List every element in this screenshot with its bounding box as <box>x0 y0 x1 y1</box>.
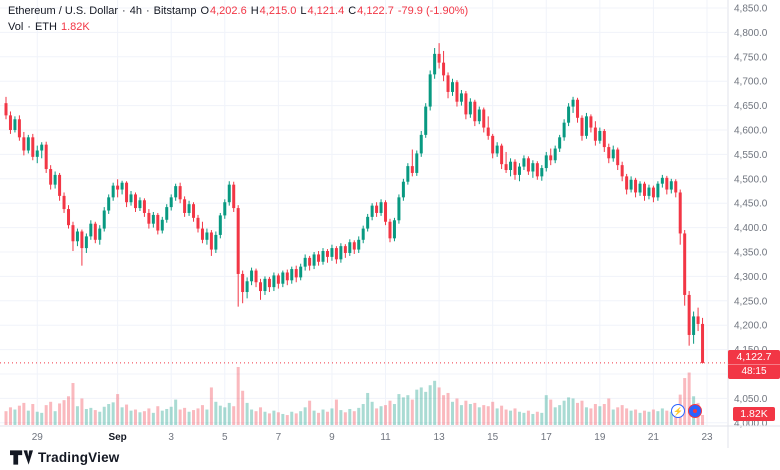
time-axis[interactable]: 29 Sep 3 5 7 9 11 13 15 17 19 21 23 <box>32 432 713 443</box>
price-tick-label: 4,650.0 <box>734 101 768 112</box>
price-tick-label: 4,250.0 <box>734 296 768 307</box>
legend-separator: · <box>27 21 31 33</box>
time-tick-label: 5 <box>222 432 228 443</box>
chart-event-icons: ⚡ <box>671 404 702 418</box>
price-tick-label: 4,600.0 <box>734 126 768 137</box>
last-price-value: 4,122.7 <box>736 350 772 363</box>
interval-label[interactable]: 4h <box>129 5 142 17</box>
symbol-legend[interactable]: Ethereum / U.S. Dollar · 4h · Bitstamp O… <box>8 5 468 17</box>
lightning-event-icon[interactable]: ⚡ <box>671 404 685 418</box>
tradingview-logo-text: TradingView <box>38 450 120 465</box>
tradingview-logo-mark <box>10 450 33 465</box>
ohlc-low: L 4,121.4 <box>300 5 345 17</box>
price-tick-label: 4,300.0 <box>734 272 768 283</box>
volume-value: 1.82K <box>60 21 90 33</box>
last-price-label: 4,122.7 48:15 <box>728 349 780 379</box>
time-tick-label: Sep <box>108 432 126 443</box>
ohlc-high: H 4,215.0 <box>250 5 297 17</box>
time-tick-label: 19 <box>594 432 606 443</box>
price-change: -79.9 (-1.90%) <box>397 5 469 17</box>
time-tick-label: 23 <box>701 432 713 443</box>
ohlc-open: O 4,202.6 <box>200 5 247 17</box>
price-tick-label: 4,400.0 <box>734 223 768 234</box>
candlestick-chart[interactable]: 4,000.04,050.04,100.04,150.04,200.04,250… <box>0 0 780 448</box>
volume-label: Vol <box>8 21 24 33</box>
legend-separator: · <box>145 5 150 17</box>
price-tick-label: 4,850.0 <box>734 4 768 15</box>
exchange-label: Bitstamp <box>153 5 197 17</box>
time-tick-label: 15 <box>487 432 499 443</box>
volume-unit: ETH <box>34 21 57 33</box>
candle-countdown: 48:15 <box>728 363 780 378</box>
legend-separator: · <box>122 5 126 17</box>
price-tick-label: 4,750.0 <box>734 52 768 63</box>
volume-bars <box>4 367 705 425</box>
price-tick-label: 4,800.0 <box>734 28 768 39</box>
price-tick-label: 4,500.0 <box>734 174 768 185</box>
time-tick-label: 3 <box>168 432 174 443</box>
volume-legend[interactable]: Vol · ETH 1.82K <box>8 21 90 33</box>
time-tick-label: 7 <box>276 432 282 443</box>
time-tick-label: 11 <box>380 432 391 443</box>
time-tick-label: 21 <box>648 432 660 443</box>
price-tick-label: 4,050.0 <box>734 394 768 405</box>
candles <box>4 43 705 364</box>
marker-event-icon[interactable] <box>688 404 702 418</box>
time-tick-label: 13 <box>434 432 446 443</box>
volume-axis-label: 1.82K <box>733 406 775 421</box>
price-tick-label: 4,550.0 <box>734 150 768 161</box>
time-tick-label: 17 <box>541 432 553 443</box>
time-tick-label: 9 <box>329 432 335 443</box>
symbol-name: Ethereum / U.S. Dollar <box>8 5 119 17</box>
price-tick-label: 4,450.0 <box>734 199 768 210</box>
price-tick-label: 4,350.0 <box>734 248 768 259</box>
ohlc-close: C 4,122.7 <box>348 5 394 17</box>
time-tick-label: 29 <box>32 432 44 443</box>
price-tick-label: 4,000.0 <box>734 418 768 429</box>
price-tick-label: 4,200.0 <box>734 321 768 332</box>
price-tick-label: 4,700.0 <box>734 77 768 88</box>
tradingview-logo[interactable]: TradingView <box>10 450 119 465</box>
